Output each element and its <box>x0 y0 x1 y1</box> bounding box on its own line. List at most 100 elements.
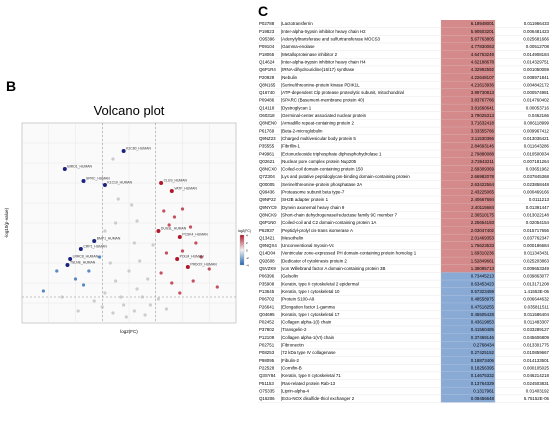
p-value-cell: 0.011483307 <box>524 320 550 325</box>
p-value-cell: 1.41553E-05 <box>524 289 550 294</box>
fold-change-cell-fill <box>441 211 495 219</box>
fold-change-cell: 0.73445213 <box>471 274 495 279</box>
protein-name-cell: |Mesothelin <box>281 235 304 240</box>
protein-name-cell: |Protein S100-A9 <box>281 297 315 302</box>
data-point <box>199 255 203 259</box>
table-row: P20929 |Nebulin 4.22648107 0.008971841 <box>258 73 550 82</box>
accession-cell: Q99436 <box>259 190 275 195</box>
data-point <box>178 291 182 295</box>
accession-cell: P51153 <box>259 381 274 386</box>
protein-name-cell: |Charged multivesicular body protein 5 <box>281 136 356 141</box>
protein-name-cell: |Beta-2-microglobulin <box>281 128 323 133</box>
data-point <box>148 303 152 307</box>
table-row: Q16740 |ATP-dependent Clp protease proteo… <box>258 88 550 97</box>
table-row: P51153 |Ras-related protein Rab-13 0.13764… <box>258 379 550 388</box>
panel-label-c: C <box>258 3 269 19</box>
fold-change-cell-fill <box>441 348 495 357</box>
accession-cell: P49961 <box>259 151 275 156</box>
data-point <box>180 249 185 253</box>
accession-cell: Q9NQX4 <box>259 243 277 248</box>
data-point <box>140 295 144 299</box>
fold-change-cell-fill <box>441 119 495 128</box>
fold-change-cell-fill <box>441 81 495 89</box>
accession-cell: Q8NCX0 <box>259 167 277 172</box>
accession-cell: O75335 <box>259 388 275 393</box>
data-point <box>127 269 131 273</box>
labeled-data-point <box>65 263 70 267</box>
p-value-cell: 0.000105025 <box>523 365 549 370</box>
data-point-label: POLM_HUMAN <box>180 255 204 259</box>
fold-change-cell-fill <box>441 318 495 326</box>
legend-tick-label: 0 <box>246 249 248 253</box>
fold-change-cell: 4.32992592 <box>471 67 495 72</box>
accession-cell: P06702 <box>259 297 275 302</box>
data-point <box>103 229 107 233</box>
fold-change-cell-fill <box>441 50 495 59</box>
labeled-data-point <box>177 235 182 239</box>
accession-cell: Q04695 <box>259 312 275 317</box>
data-point <box>156 297 161 301</box>
protein-name-cell: |Cornifin-B <box>281 365 302 370</box>
fold-change-cell: 0.41560485 <box>471 327 495 332</box>
accession-cell: Q9NYC9 <box>259 205 277 210</box>
fold-change-cell-fill <box>441 356 495 365</box>
p-value-cell: 0.025681666 <box>523 37 549 42</box>
fold-change-cell-fill <box>441 371 495 380</box>
table-row: P22528 |Cornifin-B 0.18256395 0.000105025 <box>258 364 550 373</box>
accession-cell: Q02621 <box>259 159 275 164</box>
fold-change-cell-fill <box>441 203 495 212</box>
table-row: P02452 |Collagen alpha-1(I) chain 0.436198… <box>258 318 550 327</box>
legend-tick-label: 2 <box>246 241 248 245</box>
data-point-label: CRP1_HUMAN <box>83 245 107 249</box>
data-point <box>207 267 211 271</box>
accession-cell: P18065 <box>259 52 275 57</box>
accession-cell: Q6P1R4 <box>259 67 276 72</box>
protein-name-cell: |Transgelin-2 <box>281 327 307 332</box>
protein-name-cell: |Short-chain dehydrogenase/reductase fam… <box>281 212 398 217</box>
protein-name-cell: |Keratin, type II cytoskeletal 71 <box>281 373 341 378</box>
fold-change-cell-fill <box>441 310 495 319</box>
p-value-cell: 0.006481423 <box>523 29 549 34</box>
p-value-cell: 0.045606809 <box>523 335 549 340</box>
fold-change-cell-fill <box>441 195 495 204</box>
accession-cell: Q7Z304 <box>259 174 275 179</box>
fold-change-cell: 5.67763805 <box>471 37 495 42</box>
data-point-label: SPRC_HUMAN <box>86 177 110 181</box>
data-point <box>132 309 136 313</box>
protein-name-cell: |Peptidyl-prolyl cis-trans isomerase A <box>281 228 353 233</box>
fold-change-cell-fill <box>441 303 495 311</box>
fold-change-cell: 3.99730813 <box>471 90 495 95</box>
accession-cell: P02751 <box>259 343 275 348</box>
fold-change-cell: 0.47518255 <box>471 304 495 309</box>
accession-cell: Q9NZ23 <box>259 136 276 141</box>
protein-name-cell: |Ecto-NOX disulfide-thiol exchanger 2 <box>281 396 355 401</box>
p-value-cell: 0.00053716 <box>526 105 550 110</box>
p-value-cell: 0.011586404 <box>524 312 550 317</box>
fold-change-cell-fill <box>441 20 495 28</box>
protein-name-cell: |von Willebrand factor A domain-containi… <box>281 266 385 271</box>
p-value-cell: 0.007181264 <box>523 159 549 164</box>
labeled-data-point <box>169 189 174 193</box>
fold-change-cell: 2.40115684 <box>471 205 494 210</box>
accession-cell: P02452 <box>259 320 275 325</box>
table-row: Q5VZK9 |von Willebrand factor A domain-co… <box>258 264 550 273</box>
fold-change-cell-fill <box>441 218 495 227</box>
data-point <box>76 309 80 313</box>
protein-name-cell: |Keratin, type I cytoskeletal 10 <box>281 289 340 294</box>
p-value-cell: 0.01391447 <box>526 205 550 210</box>
fold-change-cell-fill <box>441 165 495 173</box>
fold-change-cell-fill <box>441 127 495 135</box>
fold-change-cell-fill <box>441 173 495 181</box>
protein-name-cell: |72 kDa type IV collagenase <box>281 350 336 355</box>
data-point <box>172 215 177 219</box>
accession-cell: P20929 <box>259 75 275 80</box>
fold-change-cell-fill <box>441 333 495 342</box>
fold-change-cell: 3.79025313 <box>471 113 495 118</box>
accession-cell: Q16740 <box>259 90 275 95</box>
data-point <box>111 157 115 161</box>
p-value-cell: 0.023858448 <box>523 182 549 187</box>
fold-change-cell: 0.45505428 <box>471 312 495 317</box>
table-row: P09104 |Gamma-enolase 4.77830063 0.00512708 <box>258 42 550 51</box>
fold-change-cell-fill <box>441 104 495 112</box>
p-value-cell: 0.014329751 <box>523 59 549 64</box>
